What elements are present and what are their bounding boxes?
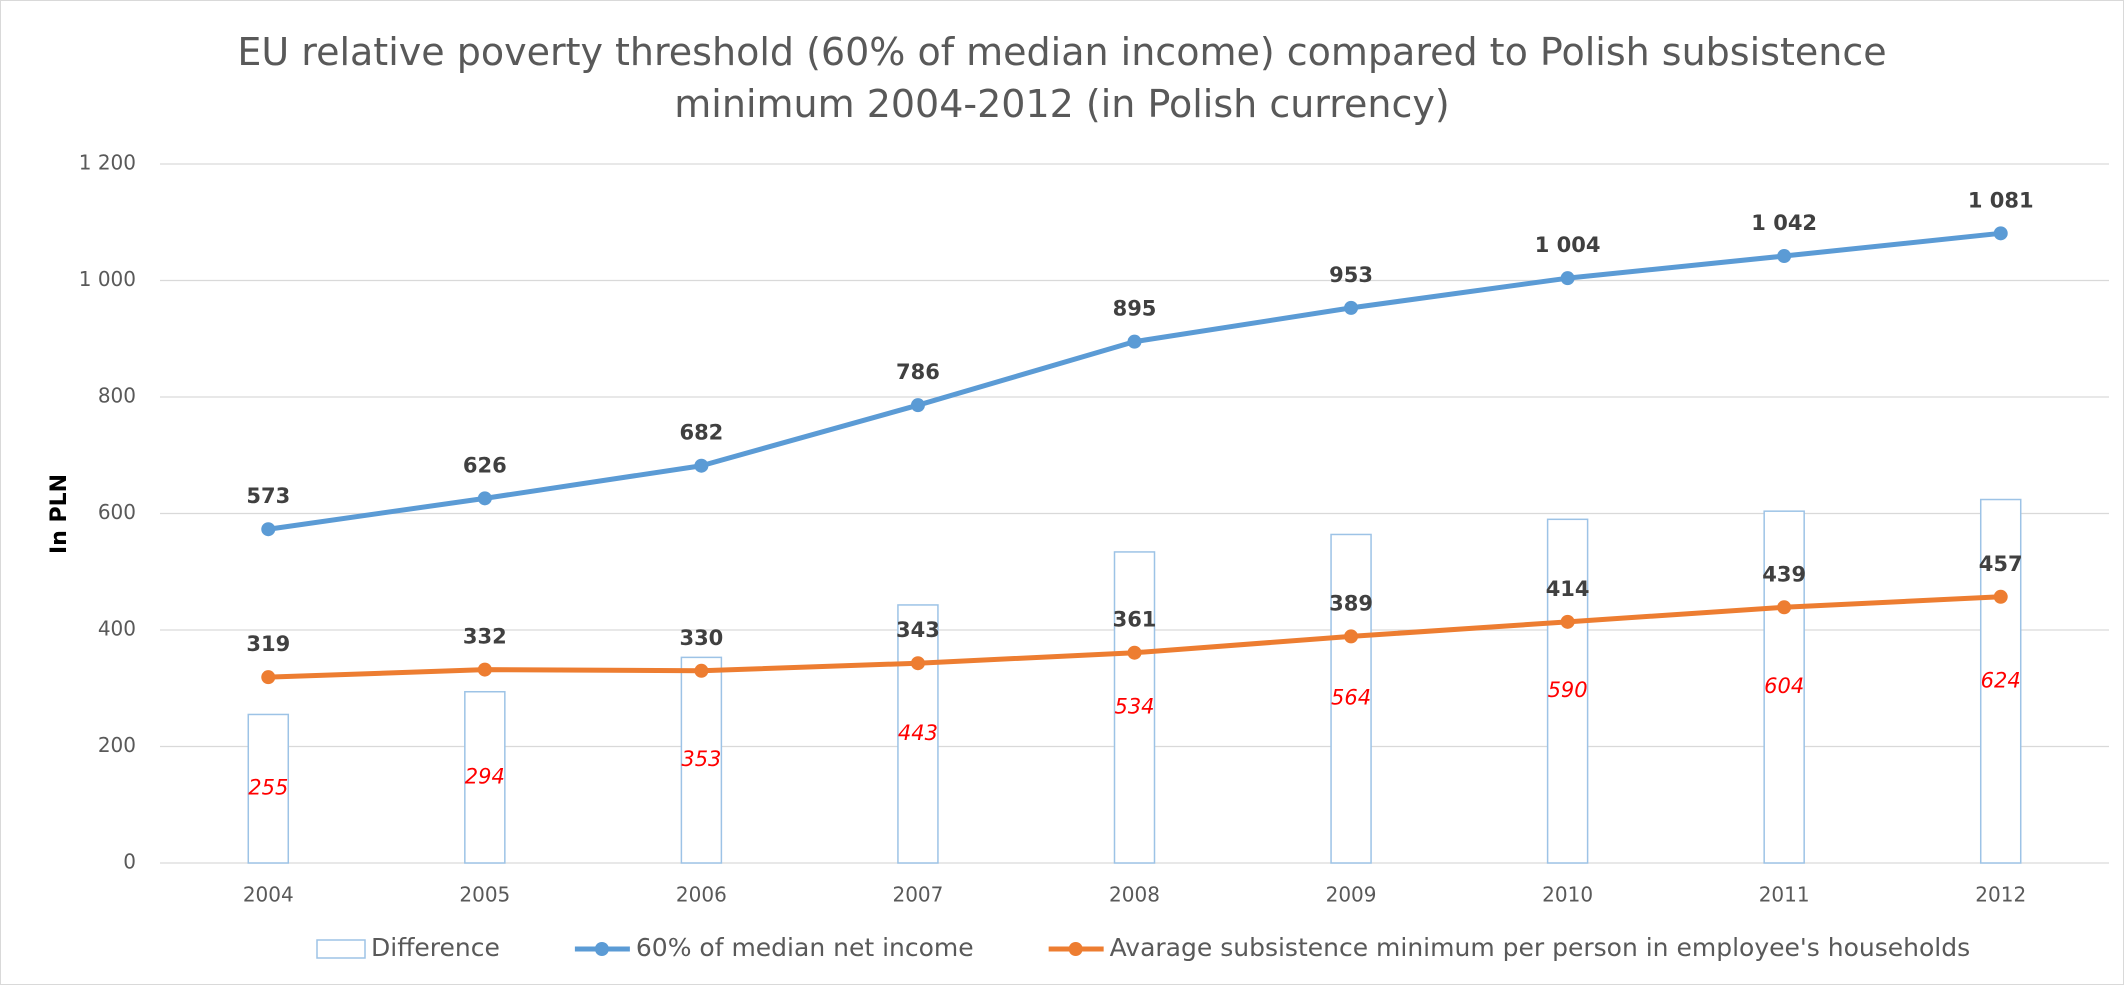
data-label: 895 <box>1113 297 1157 321</box>
line-point <box>1127 645 1142 660</box>
data-label: 361 <box>1113 608 1157 632</box>
bar <box>1979 498 2022 864</box>
y-tick-label: 1 200 <box>79 151 136 175</box>
bar <box>1330 533 1372 864</box>
y-tick-label: 800 <box>98 384 136 408</box>
line <box>267 230 2001 532</box>
line-point <box>1777 249 1792 264</box>
x-tick-label: 2008 <box>1109 883 1160 907</box>
data-label: 319 <box>246 632 290 656</box>
bar <box>1763 510 1805 864</box>
x-tick-label: 2005 <box>459 883 510 907</box>
line-point <box>910 656 925 671</box>
bar-value-label: 604 <box>1764 674 1804 698</box>
line-point <box>1993 589 2008 604</box>
y-tick-label: 400 <box>98 617 136 641</box>
bar-value-label: 590 <box>1548 678 1588 702</box>
data-label: 457 <box>1979 552 2023 576</box>
y-tick-label: 200 <box>98 733 136 757</box>
chart-title: EU relative poverty threshold (60% of me… <box>237 30 1887 126</box>
bar-value-label: 564 <box>1331 686 1371 710</box>
legend-swatch <box>316 939 366 959</box>
bar-value-label: 255 <box>248 776 288 800</box>
legend-swatch <box>1068 942 1083 956</box>
data-label: 953 <box>1329 263 1373 287</box>
line-point <box>477 491 492 506</box>
line-point <box>694 663 709 678</box>
data-label: 626 <box>463 453 507 477</box>
legend-swatch <box>594 942 609 956</box>
line-point <box>1344 300 1359 315</box>
x-tick-label: 2007 <box>892 883 943 907</box>
line-point <box>261 670 276 685</box>
data-label: 389 <box>1329 591 1373 615</box>
bar <box>247 713 290 864</box>
line-point <box>1560 614 1575 629</box>
bar <box>1546 518 1589 864</box>
bar <box>464 690 506 864</box>
data-label: 332 <box>463 625 507 649</box>
line-point <box>910 398 925 413</box>
line-point <box>694 458 709 473</box>
data-label: 414 <box>1546 577 1590 601</box>
line-point <box>261 522 276 537</box>
bar-value-label: 624 <box>1981 668 2021 692</box>
bar <box>897 604 939 864</box>
data-label: 573 <box>246 484 290 508</box>
legend-label: Avarage subsistence minimum per person i… <box>1110 933 1970 962</box>
x-tick-label: 2011 <box>1759 883 1810 907</box>
bar-value-label: 534 <box>1114 694 1154 718</box>
line-point <box>1127 334 1142 349</box>
data-label: 1 081 <box>1968 188 2034 212</box>
legend-label: 60% of median net income <box>636 933 974 962</box>
y-tick-label: 1 000 <box>79 267 136 291</box>
x-tick-label: 2012 <box>1975 883 2026 907</box>
x-tick-label: 2009 <box>1326 883 1377 907</box>
x-tick-label: 2006 <box>676 883 727 907</box>
data-label: 439 <box>1762 562 1806 586</box>
data-label: 330 <box>679 626 723 650</box>
bar <box>1113 551 1156 864</box>
line-point <box>1777 600 1792 615</box>
bar <box>680 656 723 864</box>
bar-value-label: 353 <box>681 747 721 771</box>
bar-value-label: 294 <box>465 764 505 788</box>
data-label: 1 042 <box>1751 211 1817 235</box>
y-tick-label: 600 <box>98 500 136 524</box>
data-label: 1 004 <box>1535 233 1601 257</box>
bar-value-label: 443 <box>898 721 938 745</box>
line-point <box>477 662 492 677</box>
x-tick-label: 2004 <box>243 883 294 907</box>
legend-label: Difference <box>371 933 500 962</box>
line-point <box>1344 629 1359 644</box>
data-label: 343 <box>896 618 940 642</box>
data-label: 786 <box>896 360 940 384</box>
y-axis-label: In PLN <box>47 474 72 554</box>
data-label: 682 <box>679 421 723 445</box>
x-tick-label: 2010 <box>1542 883 1593 907</box>
y-tick-label: 0 <box>123 850 136 874</box>
line-point <box>1560 271 1575 286</box>
line-point <box>1993 226 2008 241</box>
